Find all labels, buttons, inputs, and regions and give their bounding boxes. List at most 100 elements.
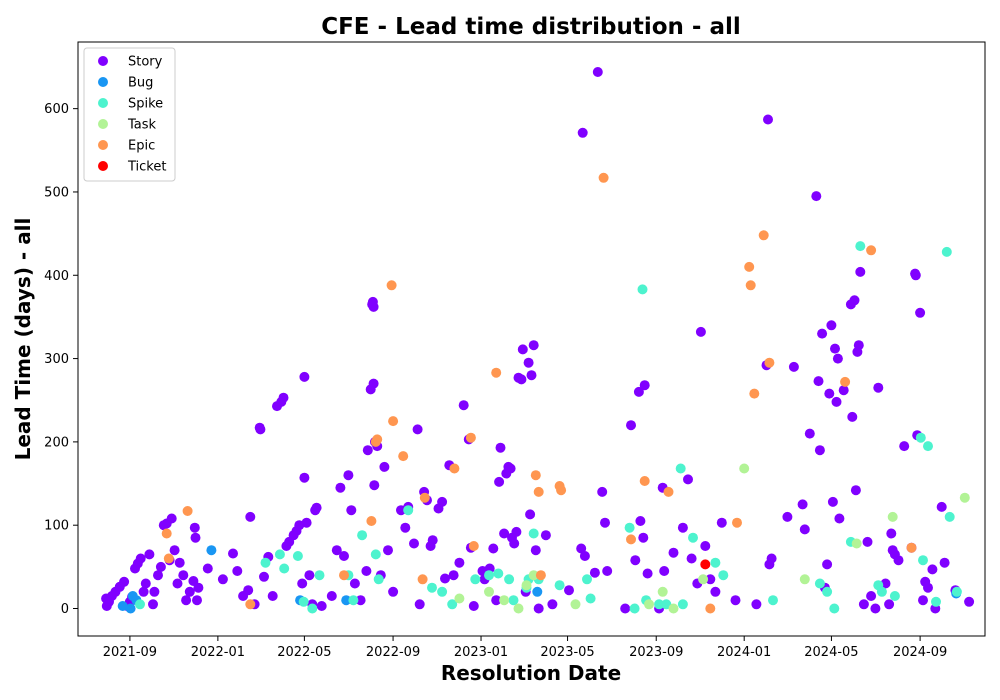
point-spike <box>403 505 414 516</box>
point-story <box>659 566 670 576</box>
point-story <box>458 400 469 411</box>
point-story <box>686 553 697 564</box>
point-story <box>939 557 950 568</box>
point-spike <box>470 574 481 585</box>
point-spike <box>915 432 926 443</box>
point-bug <box>125 603 136 614</box>
point-story <box>630 555 641 566</box>
point-epic <box>366 516 377 526</box>
y-tick-label: 0 <box>61 602 69 617</box>
point-story <box>140 578 151 589</box>
point-story <box>799 524 810 535</box>
point-spike <box>889 591 900 601</box>
point-task <box>454 593 465 604</box>
point-story <box>169 545 180 556</box>
point-epic <box>598 172 609 183</box>
point-story <box>409 538 419 549</box>
point-story <box>915 307 926 318</box>
point-epic <box>465 432 476 443</box>
point-story <box>299 371 310 382</box>
point-story <box>677 522 688 533</box>
point-story <box>427 535 438 546</box>
point-spike <box>135 599 145 610</box>
point-story <box>135 553 146 564</box>
point-task <box>513 603 524 614</box>
point-epic <box>388 416 399 427</box>
point-bug <box>117 601 128 611</box>
point-story <box>468 601 479 611</box>
point-task <box>959 492 970 503</box>
point-epic <box>535 570 546 581</box>
point-story <box>873 382 884 393</box>
point-story <box>379 461 390 472</box>
point-story <box>189 522 200 533</box>
point-spike <box>951 586 962 597</box>
y-tick-label: 300 <box>44 352 69 367</box>
point-story <box>193 582 204 593</box>
point-story <box>499 528 510 539</box>
point-spike <box>292 551 303 561</box>
point-spike <box>944 511 955 522</box>
point-story <box>166 513 177 524</box>
legend-marker-story <box>98 56 108 66</box>
point-story <box>849 295 860 306</box>
point-spike <box>427 582 437 593</box>
point-story <box>414 599 425 610</box>
x-tick-label: 2023-05 <box>540 645 594 660</box>
point-bug <box>532 586 543 597</box>
point-story <box>700 541 711 551</box>
point-story <box>964 596 975 607</box>
point-story <box>331 545 342 556</box>
point-story <box>335 482 346 493</box>
plot-frame <box>77 41 986 637</box>
point-story <box>589 567 600 578</box>
point-task <box>668 603 679 614</box>
point-epic <box>530 470 541 481</box>
point-epic <box>372 434 383 445</box>
point-story <box>710 586 721 597</box>
chart-title: CFE - Lead time distribution - all <box>321 14 741 40</box>
point-ticket <box>700 559 711 570</box>
point-story <box>927 564 938 575</box>
point-story <box>495 442 506 453</box>
point-story <box>817 328 828 339</box>
point-epic <box>449 463 460 474</box>
point-epic <box>556 485 567 496</box>
point-epic <box>245 599 256 610</box>
point-story <box>343 470 354 481</box>
point-story <box>822 559 833 570</box>
point-spike <box>624 522 635 533</box>
point-story <box>190 532 201 543</box>
point-story <box>517 344 528 355</box>
point-story <box>923 582 933 593</box>
point-story <box>491 595 502 606</box>
x-tick-label: 2022-09 <box>366 645 420 660</box>
point-bug <box>206 545 217 556</box>
point-story <box>811 191 822 202</box>
point-spike <box>348 595 359 606</box>
point-spike <box>274 549 285 560</box>
point-story <box>278 392 289 403</box>
point-spike <box>528 528 539 539</box>
point-epic <box>339 570 349 581</box>
point-story <box>528 340 539 351</box>
point-story <box>847 411 858 422</box>
point-story <box>192 595 202 606</box>
point-task <box>887 511 898 522</box>
point-spike <box>654 599 665 610</box>
point-story <box>301 517 312 528</box>
point-epic <box>468 541 479 551</box>
point-story <box>511 526 522 537</box>
point-story <box>505 463 516 474</box>
point-story <box>814 445 825 456</box>
point-spike <box>504 574 515 585</box>
point-story <box>564 585 574 596</box>
point-story <box>181 595 192 606</box>
point-spike <box>829 603 840 614</box>
point-task <box>698 574 709 585</box>
point-story <box>355 595 366 606</box>
point-story <box>368 378 379 389</box>
point-spike <box>437 586 448 597</box>
y-axis-label: Lead Time (days) - all <box>11 218 35 461</box>
point-story <box>936 501 947 512</box>
